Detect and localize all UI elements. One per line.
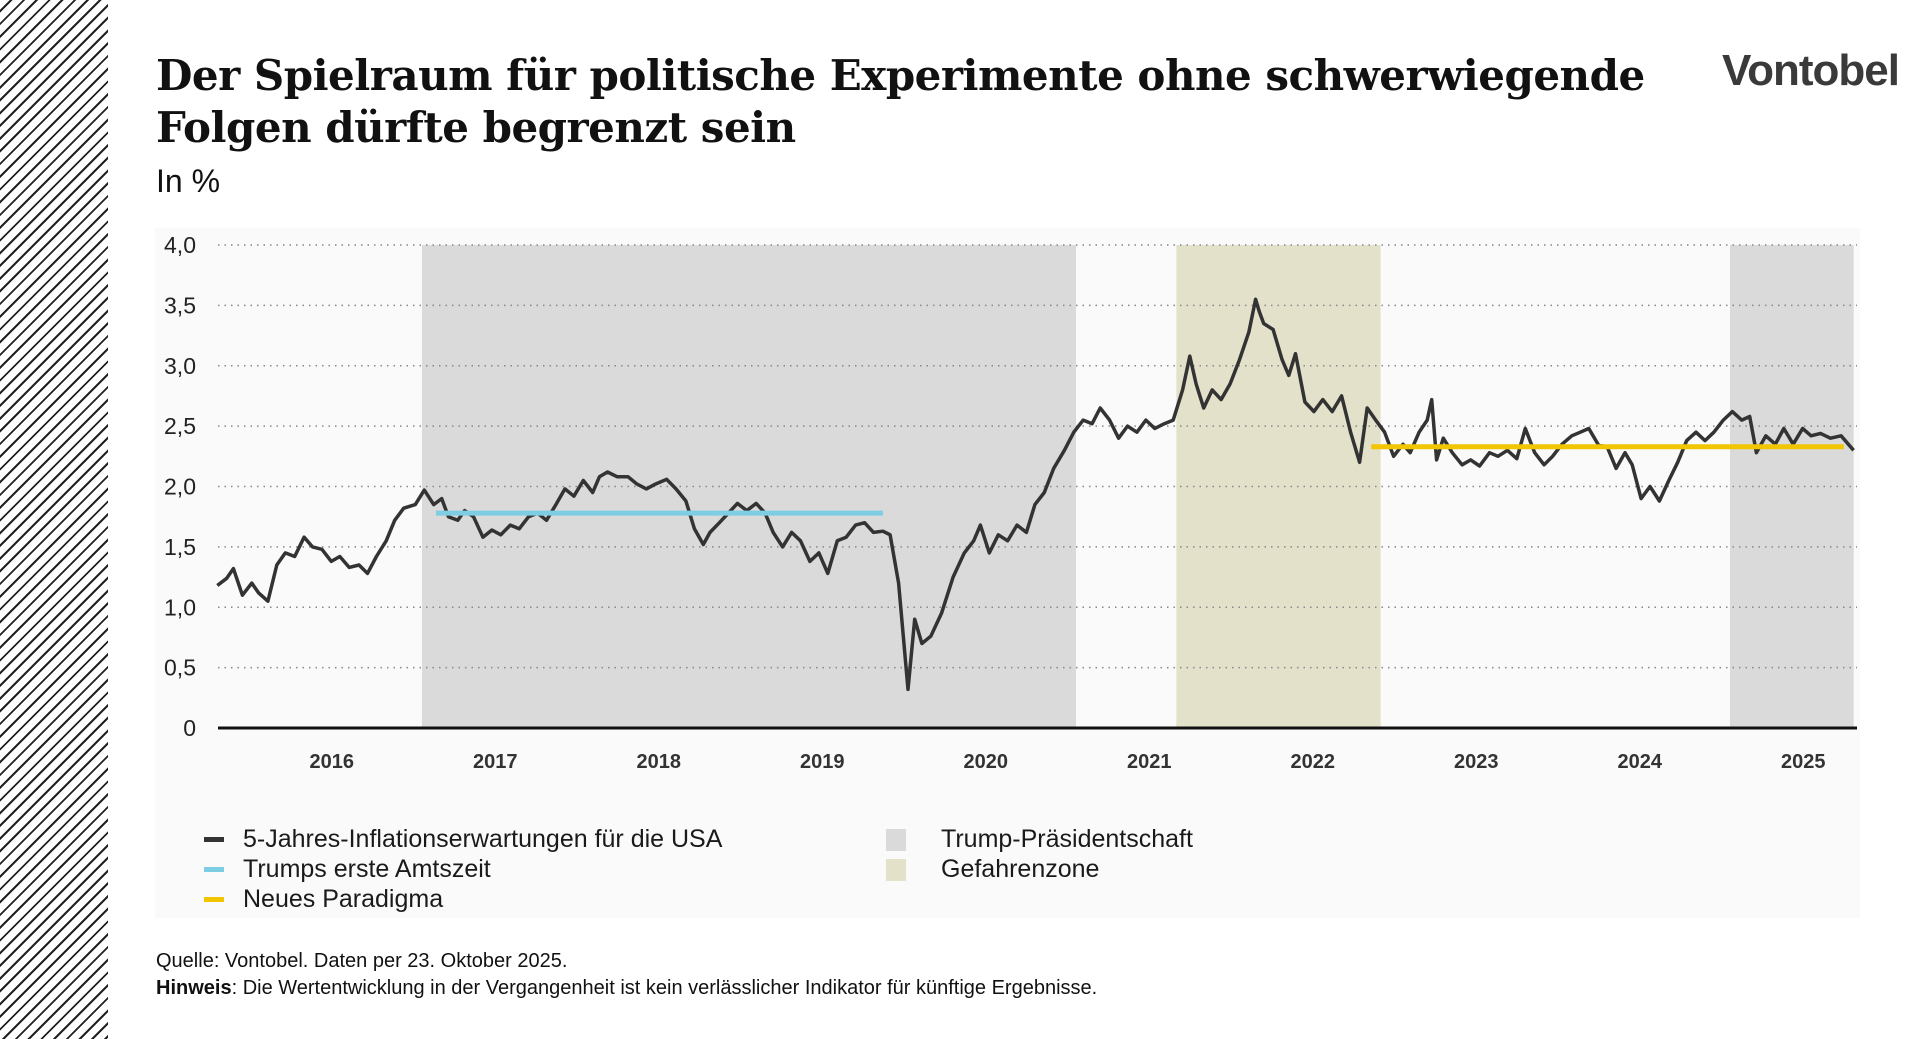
x-tick-label: 2019: [800, 751, 845, 773]
x-tick-label: 2021: [1127, 751, 1172, 773]
y-tick-label: 3,5: [164, 292, 196, 318]
legend-label: Trumps erste Amtszeit: [243, 855, 491, 883]
y-tick-label: 1,5: [164, 534, 196, 560]
legend-item-presidency: Trump-Präsidentschaft: [886, 825, 1193, 854]
y-tick-label: 0: [183, 715, 196, 741]
legend-label: Gefahrenzone: [941, 855, 1100, 883]
disclaimer: Hinweis: Die Wertentwicklung in der Verg…: [156, 977, 1097, 1000]
legend-swatch: [886, 858, 906, 881]
y-tick-label: 3,0: [164, 353, 196, 379]
x-tick-label: 2016: [310, 751, 355, 773]
y-tick-label: 2,5: [164, 413, 196, 439]
x-tick-label: 2017: [473, 751, 518, 773]
source-note: Quelle: Vontobel. Daten per 23. Oktober …: [156, 950, 568, 972]
legend-label: 5-Jahres-Inflationserwartungen für die U…: [243, 825, 723, 853]
disclaimer-text: : Die Wertentwicklung in der Vergangenhe…: [231, 977, 1098, 999]
legend-line-marker: [204, 867, 224, 872]
legend-item-first-term: Trumps erste Amtszeit: [204, 855, 491, 884]
unit-label: In %: [156, 163, 221, 199]
legend-line-marker: [204, 897, 224, 902]
legend-label: Trump-Präsidentschaft: [941, 825, 1193, 853]
legend-item-series: 5-Jahres-Inflationserwartungen für die U…: [204, 825, 722, 854]
y-tick-label: 1,0: [164, 594, 196, 620]
legend-item-paradigm: Neues Paradigma: [204, 885, 443, 914]
x-tick-label: 2018: [637, 751, 682, 773]
x-tick-label: 2024: [1618, 751, 1663, 773]
legend-swatch: [886, 828, 906, 851]
x-tick-label: 2020: [964, 751, 1009, 773]
vontobel-logo: Vontobel: [1722, 46, 1900, 95]
decorative-hatch-stripe: [0, 0, 108, 1039]
legend-line-marker: [204, 837, 224, 842]
x-tick-label: 2023: [1454, 751, 1499, 773]
shaded-region: [422, 245, 1077, 728]
x-tick-label: 2022: [1291, 751, 1336, 773]
legend-item-danger: Gefahrenzone: [886, 855, 1099, 884]
disclaimer-label: Hinweis: [156, 977, 232, 999]
series-line-inflation-expectations: [216, 297, 1855, 692]
y-tick-label: 2,0: [164, 474, 196, 500]
y-tick-label: 0,5: [164, 655, 196, 681]
page-title: Der Spielraum für politische Experimente…: [156, 51, 1645, 152]
x-tick-label: 2025: [1781, 751, 1826, 773]
legend-label: Neues Paradigma: [243, 885, 444, 913]
y-tick-label: 4,0: [164, 232, 196, 258]
